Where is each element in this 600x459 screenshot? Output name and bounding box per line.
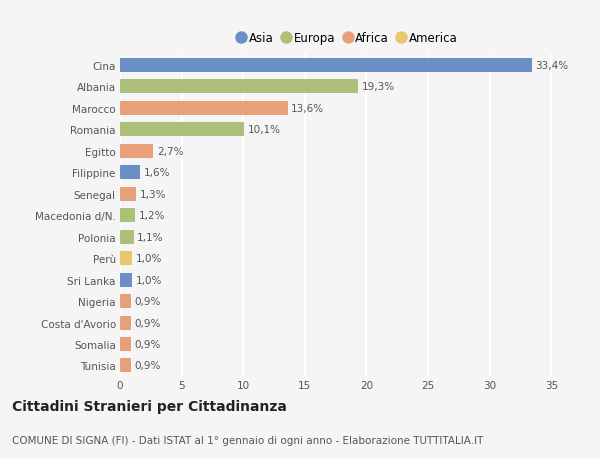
- Bar: [120, 145, 153, 158]
- Bar: [120, 295, 131, 308]
- Text: 1,6%: 1,6%: [143, 168, 170, 178]
- Text: 13,6%: 13,6%: [292, 104, 325, 114]
- Text: 1,2%: 1,2%: [139, 211, 165, 221]
- Bar: [120, 316, 131, 330]
- Bar: [120, 80, 358, 94]
- Text: 10,1%: 10,1%: [248, 125, 281, 135]
- Text: 0,9%: 0,9%: [135, 297, 161, 307]
- Bar: [120, 166, 140, 180]
- Bar: [120, 59, 532, 73]
- Legend: Asia, Europa, Africa, America: Asia, Europa, Africa, America: [235, 29, 461, 49]
- Text: 19,3%: 19,3%: [362, 82, 395, 92]
- Bar: [120, 230, 134, 244]
- Bar: [120, 209, 135, 223]
- Text: 0,9%: 0,9%: [135, 339, 161, 349]
- Bar: [120, 273, 133, 287]
- Text: 1,0%: 1,0%: [136, 253, 163, 263]
- Text: 1,0%: 1,0%: [136, 275, 163, 285]
- Bar: [120, 252, 133, 265]
- Text: Cittadini Stranieri per Cittadinanza: Cittadini Stranieri per Cittadinanza: [12, 399, 287, 413]
- Text: 33,4%: 33,4%: [535, 61, 568, 71]
- Text: 0,9%: 0,9%: [135, 318, 161, 328]
- Text: 0,9%: 0,9%: [135, 361, 161, 371]
- Text: 1,1%: 1,1%: [137, 232, 164, 242]
- Bar: [120, 123, 244, 137]
- Bar: [120, 101, 287, 116]
- Text: COMUNE DI SIGNA (FI) - Dati ISTAT al 1° gennaio di ogni anno - Elaborazione TUTT: COMUNE DI SIGNA (FI) - Dati ISTAT al 1° …: [12, 435, 484, 445]
- Bar: [120, 337, 131, 351]
- Text: 1,3%: 1,3%: [140, 189, 166, 199]
- Bar: [120, 358, 131, 373]
- Bar: [120, 187, 136, 201]
- Text: 2,7%: 2,7%: [157, 146, 184, 157]
